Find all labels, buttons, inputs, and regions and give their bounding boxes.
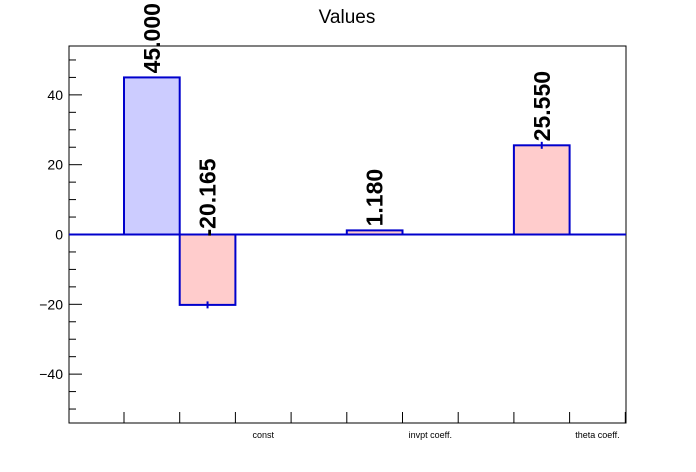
y-tick-label: 0 [55, 227, 63, 243]
chart-title: Values [319, 7, 376, 28]
x-category-label: theta coeff. [575, 430, 619, 440]
y-tick-label: −20 [39, 296, 63, 312]
y-tick-label: 20 [47, 157, 63, 173]
axes: −40 −20 0 20 40 const invpt coeff. theta coeff. [39, 59, 626, 440]
x-category-label: invpt coeff. [409, 430, 452, 440]
bar [178, 233, 237, 306]
bar [512, 144, 571, 236]
data-label: -20.165 [195, 158, 221, 236]
y-tick-label: 40 [47, 87, 63, 103]
data-label: 25.550 [529, 71, 555, 141]
bar [123, 76, 181, 236]
data-label: 45.000 [139, 3, 165, 73]
y-tick-label: −40 [39, 366, 63, 382]
bars [69, 76, 626, 309]
data-labels: 45.000 -20.165 1.180 25.550 [139, 3, 555, 236]
data-label: 1.180 [362, 169, 388, 227]
x-category-label: const [252, 430, 274, 440]
